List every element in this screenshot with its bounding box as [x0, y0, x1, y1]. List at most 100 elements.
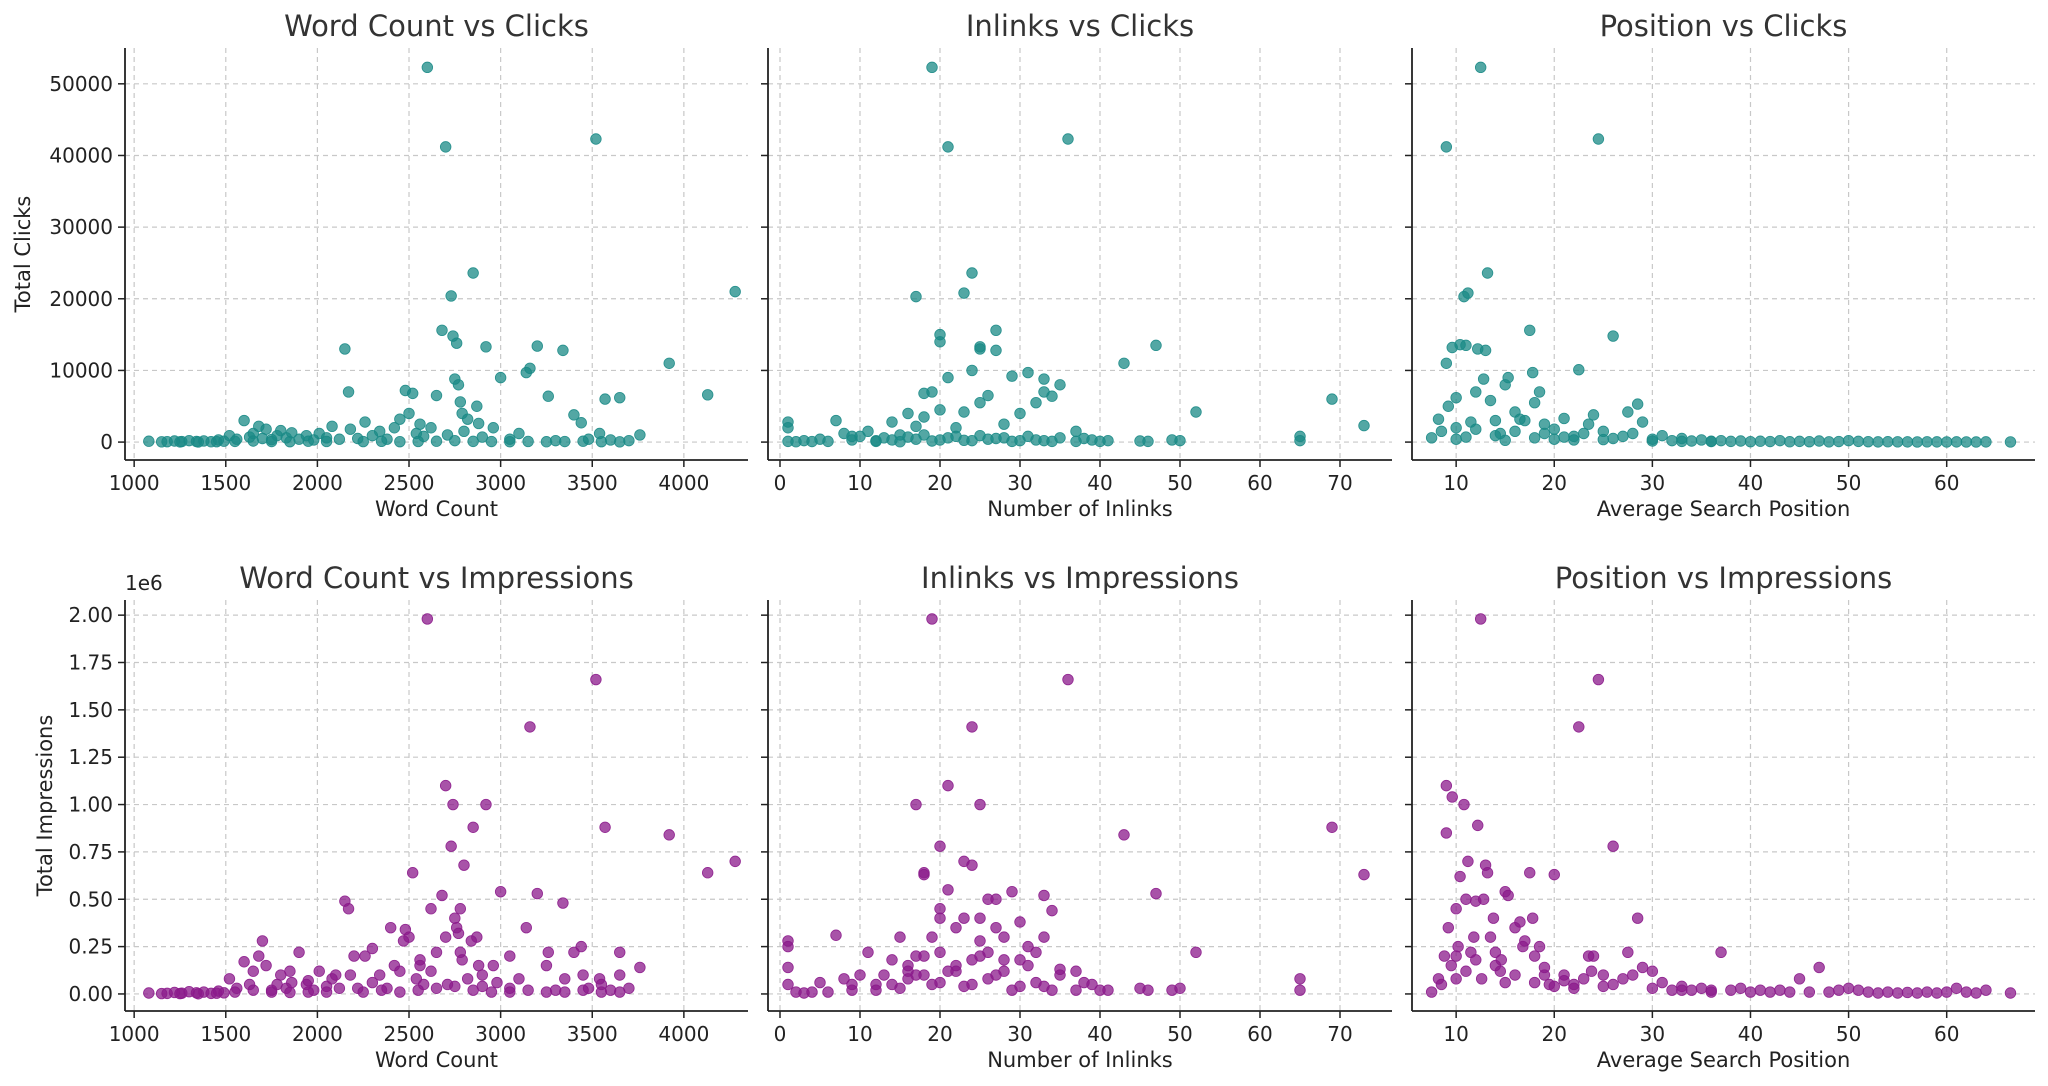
data-point — [1450, 422, 1462, 434]
data-point — [886, 416, 898, 428]
data-point — [485, 986, 498, 998]
data-point — [406, 867, 419, 879]
x-axis-label: Word Count — [375, 497, 498, 521]
data-point — [1548, 433, 1560, 445]
data-point — [1931, 987, 1943, 999]
data-point — [330, 969, 342, 981]
data-point — [701, 389, 714, 401]
data-point — [174, 436, 186, 448]
data-point — [966, 954, 978, 966]
x-tick-label: 30 — [1640, 1022, 1665, 1046]
y-tick-label: 1.25 — [68, 745, 113, 769]
data-point — [846, 978, 858, 991]
data-point — [966, 364, 978, 377]
data-point — [990, 969, 1002, 981]
data-point — [238, 956, 250, 968]
data-point — [192, 436, 204, 448]
y-tick-label: 2.00 — [68, 603, 113, 627]
data-point — [1070, 965, 1082, 977]
data-point — [467, 435, 479, 448]
data-point — [1425, 986, 1438, 998]
data-point — [1607, 978, 1619, 991]
data-point — [1526, 912, 1539, 924]
x-tick-label: 60 — [1247, 1022, 1272, 1046]
data-point — [421, 61, 434, 74]
data-point — [430, 982, 443, 994]
x-tick-label: 3000 — [475, 1022, 526, 1046]
data-point — [822, 435, 834, 448]
data-point — [412, 984, 424, 996]
data-point — [942, 371, 954, 384]
data-point — [1022, 940, 1034, 953]
data-point — [1622, 406, 1634, 418]
data-point — [1882, 986, 1894, 998]
data-point — [1118, 829, 1130, 841]
data-point — [577, 984, 589, 996]
y-tick-label: 0.25 — [68, 935, 113, 959]
data-point — [436, 889, 448, 902]
data-point — [1793, 435, 1806, 448]
data-point — [1006, 984, 1018, 996]
data-point — [1823, 436, 1835, 448]
data-point — [782, 961, 794, 974]
data-point — [480, 341, 492, 353]
data-point — [846, 430, 858, 443]
data-point — [1475, 973, 1488, 985]
data-point — [1852, 984, 1865, 996]
data-point — [974, 912, 986, 924]
data-point — [604, 984, 617, 996]
data-point — [1656, 429, 1668, 442]
chart-panel-1: 1000 1500 2000 2500 3000 3500 4000010000200003… — [11, 9, 748, 521]
data-point — [1803, 986, 1816, 998]
x-tick-label: 1000 — [109, 471, 160, 495]
data-point — [174, 987, 186, 1000]
data-point — [513, 973, 525, 985]
data-point — [1086, 434, 1098, 446]
data-point — [485, 435, 498, 448]
y-tick-label: 30000 — [49, 215, 113, 239]
data-point — [458, 425, 470, 438]
data-point — [439, 931, 452, 943]
chart-panel-3: 10 20 30 40 50 60 Position vs Clicks Average Se… — [1405, 9, 2035, 521]
data-point — [1487, 912, 1500, 924]
data-point — [1607, 840, 1619, 852]
chart-title: Inlinks vs Clicks — [966, 9, 1194, 43]
data-point — [449, 912, 461, 924]
data-point — [1911, 436, 1923, 448]
data-point — [1022, 366, 1034, 379]
data-point — [1528, 396, 1541, 409]
data-point — [599, 821, 611, 833]
data-point — [1656, 976, 1668, 989]
data-point — [1070, 984, 1082, 996]
data-point — [1725, 435, 1737, 448]
data-point — [394, 986, 406, 998]
data-point — [1038, 889, 1050, 902]
data-point — [1499, 976, 1511, 989]
x-tick-label: 4000 — [658, 471, 709, 495]
data-point — [513, 427, 525, 440]
data-point — [394, 965, 406, 977]
data-point — [1528, 976, 1541, 989]
data-point — [260, 959, 272, 972]
data-point — [366, 976, 379, 989]
x-axis-label: Number of Inlinks — [987, 1048, 1173, 1072]
data-point — [1472, 819, 1484, 832]
data-point — [247, 984, 259, 996]
data-point — [1725, 984, 1737, 996]
data-point — [1901, 436, 1914, 448]
data-point — [1587, 409, 1600, 421]
y-axis-label: Total Clicks — [11, 196, 35, 314]
data-point — [458, 859, 470, 871]
data-point — [1150, 339, 1162, 352]
y-tick-label: 0.00 — [68, 982, 113, 1006]
data-point — [1558, 974, 1570, 987]
data-point — [942, 884, 954, 896]
x-tick-label: 70 — [1327, 471, 1352, 495]
data-point — [1631, 398, 1644, 410]
data-point — [1622, 946, 1634, 958]
x-tick-label: 1000 — [109, 1022, 160, 1046]
data-point — [577, 435, 589, 447]
x-tick-label: 20 — [1542, 1022, 1567, 1046]
data-point — [1440, 827, 1453, 839]
data-point — [414, 418, 426, 430]
